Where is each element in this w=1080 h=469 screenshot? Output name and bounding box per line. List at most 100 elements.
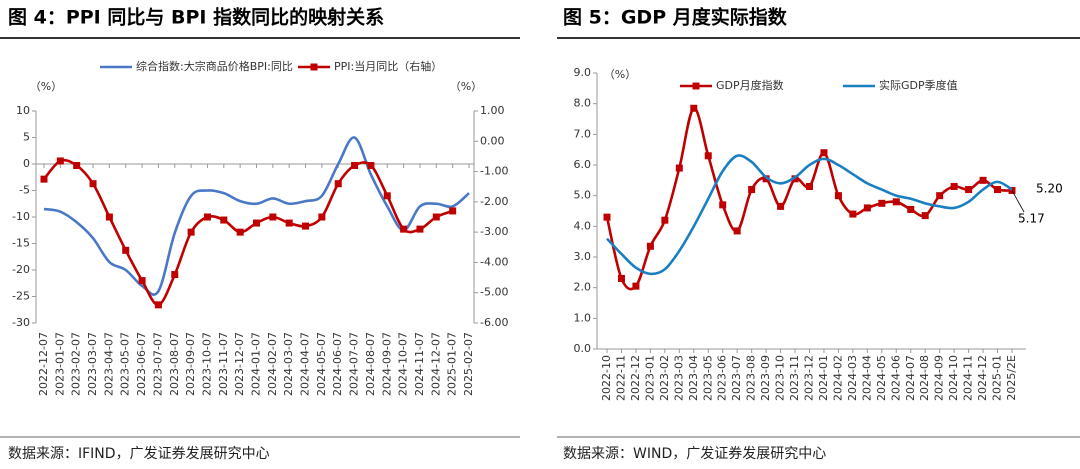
- series-marker: [892, 198, 900, 206]
- x-tick-label: 2023-07-07: [151, 332, 164, 396]
- series-marker: [936, 192, 944, 200]
- series-marker: [878, 199, 886, 207]
- legend-label: PPI:当月同比（右轴）: [334, 59, 442, 73]
- x-tick-label: 2024-05-07: [315, 332, 328, 396]
- source-note: 数据来源：WIND，广发证券发展研究中心: [563, 446, 826, 462]
- series-marker: [733, 227, 741, 235]
- x-tick-label: 2024-05: [875, 355, 888, 401]
- x-tick-label: 2023-12: [803, 355, 816, 401]
- y2-tick-label: 0.00: [480, 134, 505, 147]
- x-tick-label: 2024-08: [918, 355, 931, 401]
- series-marker: [318, 213, 326, 221]
- y-tick-label: 8.0: [574, 97, 592, 110]
- y-tick-label: 6.0: [574, 158, 592, 171]
- x-tick-label: 2023-04-07: [102, 332, 115, 396]
- series-marker: [994, 186, 1002, 194]
- source-note: 数据来源：IFIND，广发证券发展研究中心: [8, 446, 270, 462]
- x-tick-label: 2024-07-07: [348, 332, 361, 396]
- y2-axis-unit: （%）: [450, 80, 482, 93]
- series-marker: [367, 162, 375, 170]
- y-tick-label: 0: [23, 157, 30, 170]
- y-tick-label: -30: [12, 316, 30, 329]
- series-marker: [820, 149, 828, 157]
- x-tick-label: 2024-06: [889, 355, 902, 401]
- series-marker: [834, 192, 842, 200]
- x-tick-label: 2022-12: [629, 355, 642, 401]
- y-tick-label: 1.0: [574, 311, 592, 324]
- series-marker: [73, 162, 81, 170]
- series-marker: [632, 282, 640, 290]
- y-tick-label: 10: [16, 104, 30, 117]
- series-line: [43, 136, 470, 296]
- x-tick-label: 2022-10: [600, 355, 613, 401]
- x-tick-label: 2023-10: [774, 355, 787, 401]
- x-tick-label: 2023-08: [745, 355, 758, 401]
- x-tick-label: 2024-12: [976, 355, 989, 401]
- y2-tick-label: 1.00: [480, 104, 505, 117]
- series-marker: [56, 157, 64, 165]
- series-marker: [105, 213, 113, 221]
- series-marker: [979, 176, 987, 184]
- y-tick-label: -10: [12, 210, 30, 223]
- x-tick-label: 2024-01: [817, 355, 830, 401]
- y-axis-unit: （%）: [30, 80, 62, 93]
- x-tick-label: 2024-10: [947, 355, 960, 401]
- y2-tick-label: -2.00: [480, 195, 508, 208]
- series-marker: [617, 274, 625, 282]
- series-marker: [719, 201, 727, 209]
- legend-label: GDP月度指数: [716, 78, 784, 92]
- x-tick-label: 2024-04: [860, 355, 873, 401]
- series-marker: [220, 216, 228, 224]
- x-tick-label: 2024-02: [831, 355, 844, 401]
- series-marker: [269, 213, 277, 221]
- series-line: [605, 106, 1013, 291]
- x-tick-label: 2022-11: [614, 355, 627, 401]
- x-tick-label: 2023-02: [658, 355, 671, 401]
- legend-label: 实际GDP季度值: [879, 78, 958, 92]
- series-marker: [40, 175, 48, 183]
- y2-tick-label: -3.00: [480, 225, 508, 238]
- x-tick-label: 2023-05: [701, 355, 714, 401]
- series-marker: [646, 242, 654, 250]
- y-tick-label: 5.0: [574, 189, 592, 202]
- x-tick-label: 2024-09-07: [380, 332, 393, 396]
- chart-title: 图 5：GDP 月度实际指数: [563, 6, 788, 29]
- x-tick-label: 2023-04: [687, 355, 700, 401]
- y-tick-label: 3.0: [574, 250, 592, 263]
- series-marker: [675, 164, 683, 172]
- y-tick-label: -25: [12, 290, 30, 303]
- series-line: [606, 154, 1013, 276]
- series-marker: [777, 202, 785, 210]
- series-marker: [122, 246, 130, 254]
- y-tick-label: 0.0: [574, 342, 592, 355]
- x-tick-label: 2023-09: [759, 355, 772, 401]
- series-marker: [416, 225, 424, 233]
- series-marker: [334, 180, 342, 188]
- y-tick-label: 9.0: [574, 66, 592, 79]
- series-marker: [187, 228, 195, 236]
- x-tick-label: 2023-06-07: [135, 332, 148, 396]
- y2-tick-label: -6.00: [480, 316, 508, 329]
- x-tick-label: 2023-07: [730, 355, 743, 401]
- x-tick-label: 2024-08-07: [364, 332, 377, 396]
- x-tick-label: 2024-12-07: [429, 332, 442, 396]
- x-tick-label: 2023-08-07: [168, 332, 181, 396]
- series-marker: [302, 222, 310, 230]
- series-marker: [154, 301, 162, 309]
- series-marker: [351, 162, 359, 170]
- series-marker: [965, 186, 973, 194]
- x-tick-label: 2023-01-07: [53, 332, 66, 396]
- x-tick-label: 2023-01: [643, 355, 656, 401]
- x-tick-label: 2023-05-07: [119, 332, 132, 396]
- legend-marker: [310, 63, 318, 71]
- series-marker: [921, 212, 929, 220]
- x-tick-label: 2024-07: [904, 355, 917, 401]
- series-marker: [203, 213, 211, 221]
- y-tick-label: 4.0: [574, 219, 592, 232]
- x-tick-label: 2025-01-07: [446, 332, 459, 396]
- y-tick-label: -5: [19, 184, 30, 197]
- series-marker: [236, 228, 244, 236]
- y-tick-label: 2.0: [574, 281, 592, 294]
- series-marker: [138, 277, 146, 285]
